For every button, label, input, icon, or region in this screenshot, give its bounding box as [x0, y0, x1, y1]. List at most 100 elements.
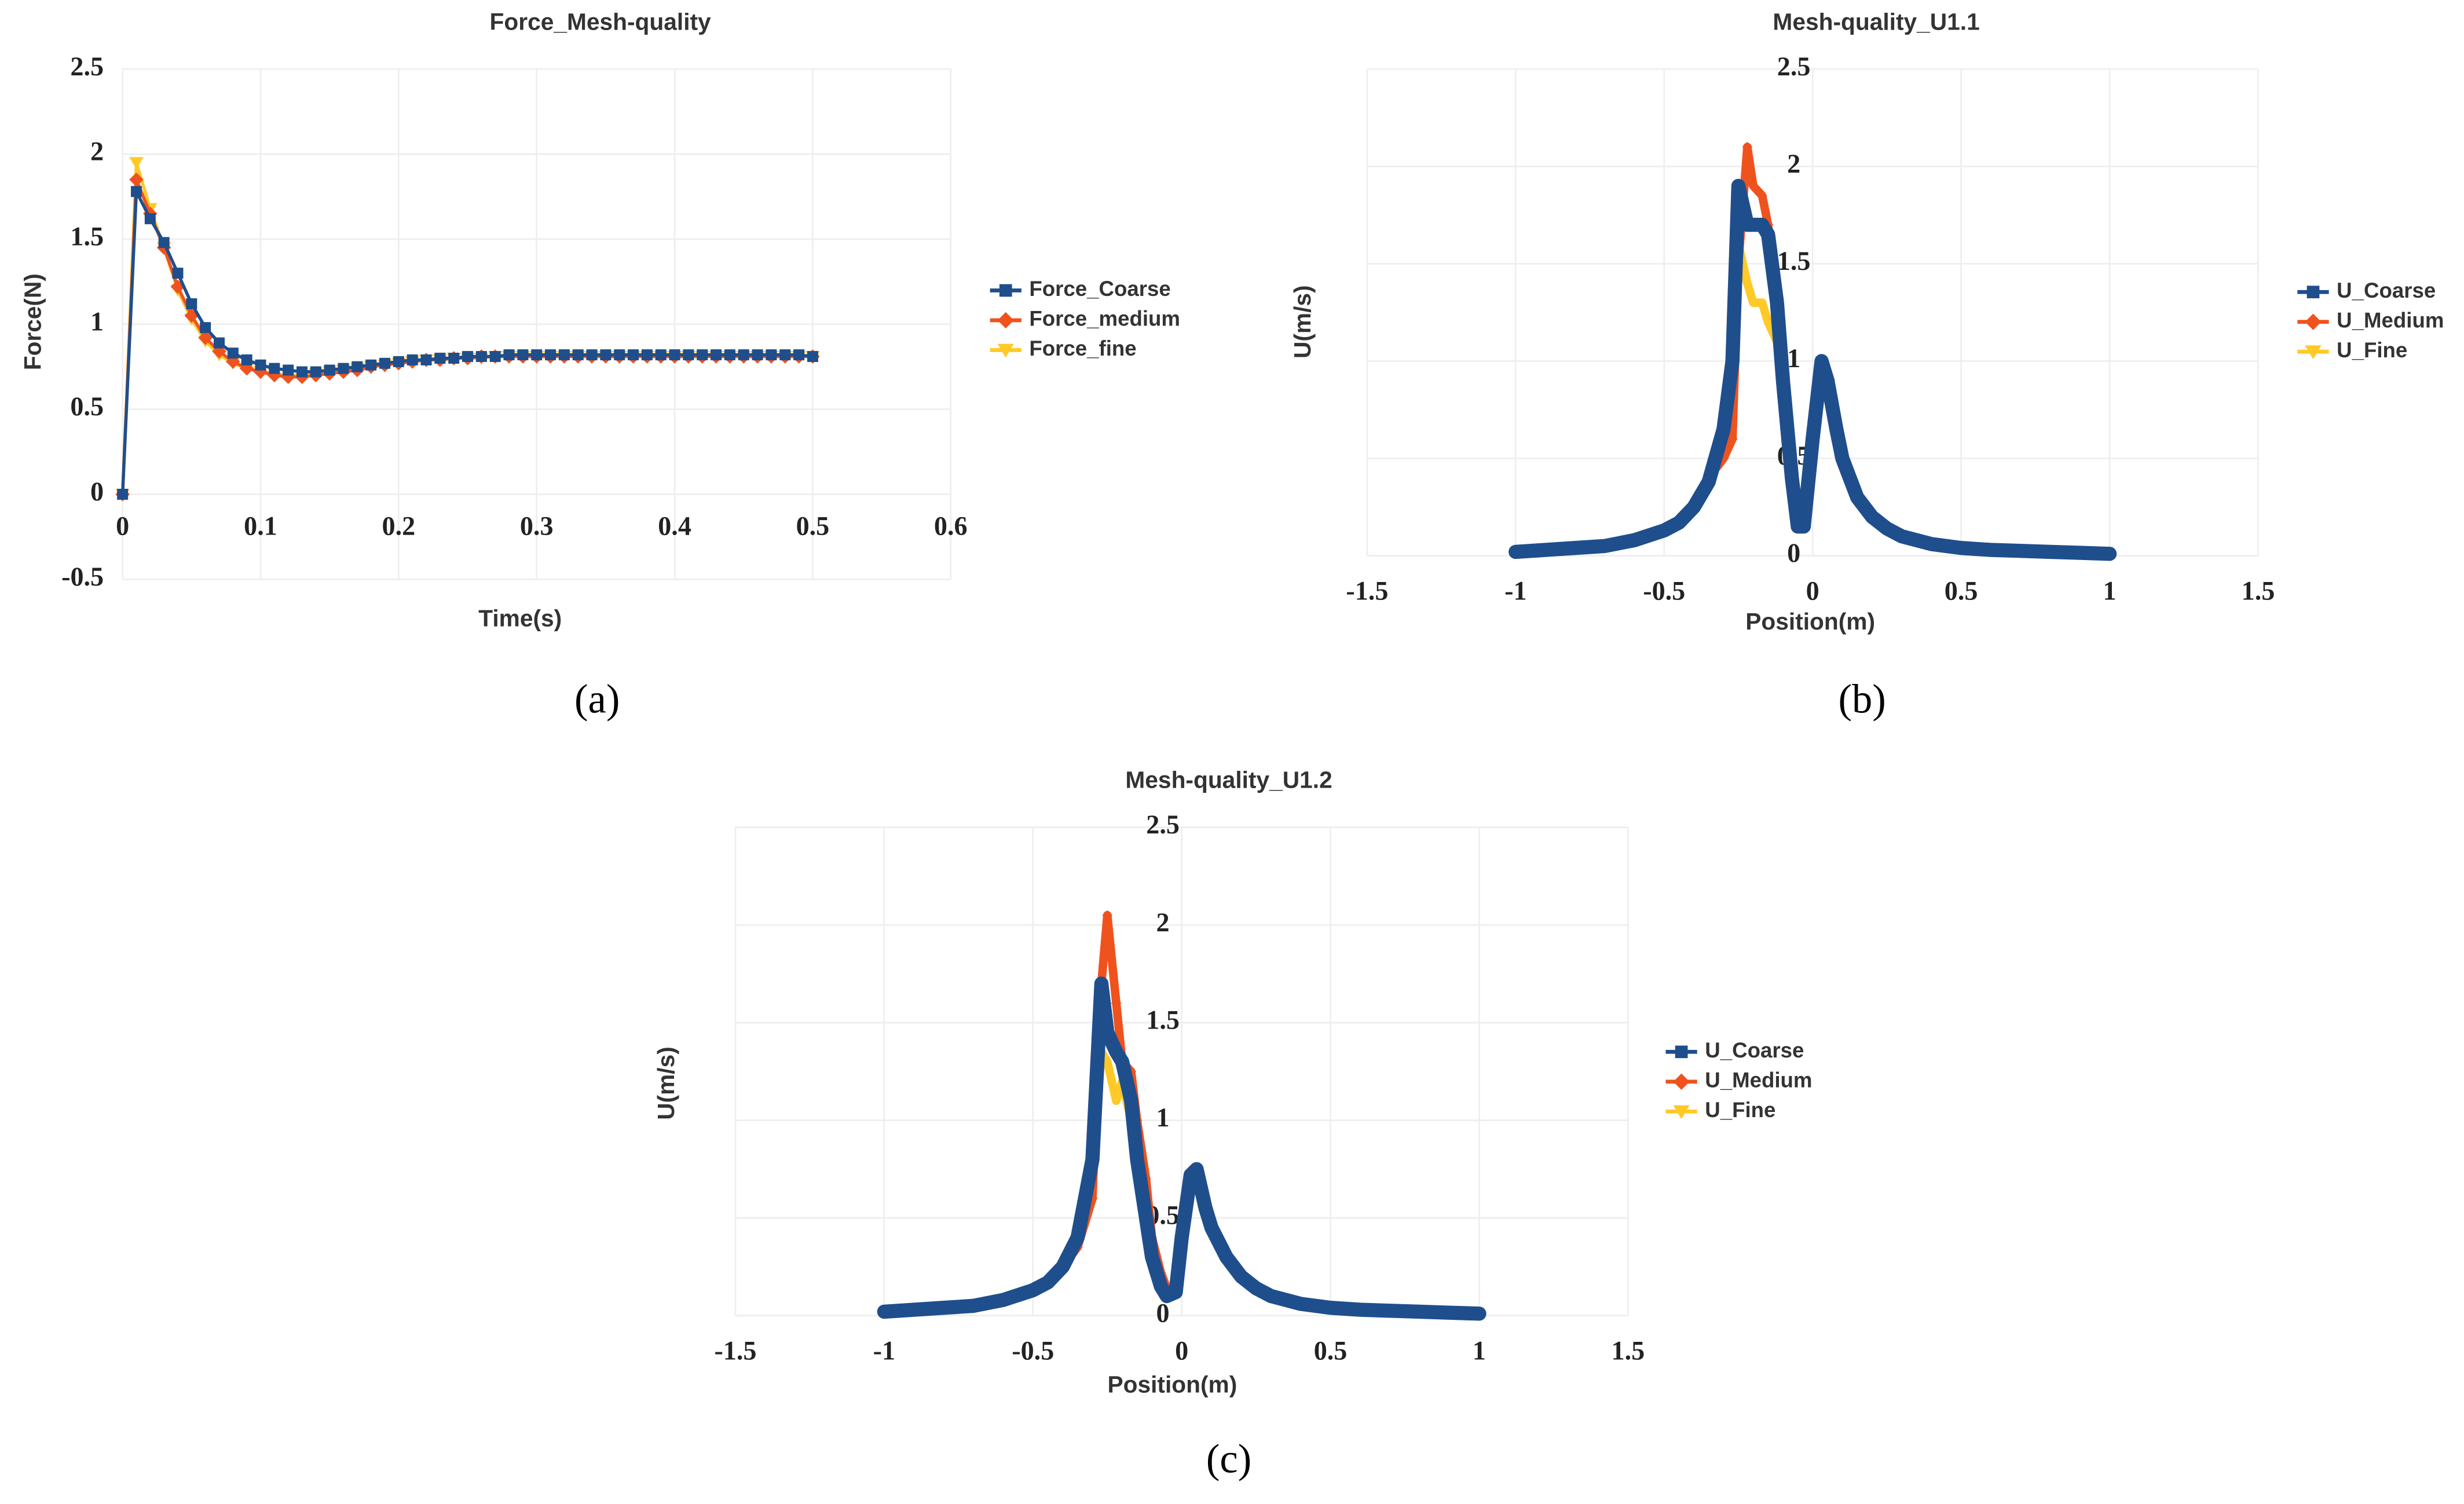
x-tick-label: -1.5 [1346, 576, 1388, 605]
y-tick-label: 2 [1156, 907, 1170, 937]
legend-label: Force_Coarse [1029, 277, 1170, 301]
y-tick-label: 1.5 [70, 222, 104, 251]
data-point [779, 349, 791, 361]
data-point [545, 349, 556, 361]
x-tick-label: -1.5 [714, 1335, 756, 1365]
x-tick-label: 0.1 [244, 511, 277, 541]
y-tick-label: 2 [1787, 149, 1800, 178]
data-point [158, 237, 170, 248]
x-tick-label: 0 [116, 511, 129, 541]
data-point [1102, 910, 1113, 921]
data-point [766, 349, 777, 361]
data-point [503, 349, 515, 361]
data-point [352, 361, 363, 372]
legend-marker [2305, 313, 2322, 330]
data-point [614, 349, 625, 361]
chart-title: Mesh-quality_U1.1 [1773, 8, 1979, 35]
data-point [170, 279, 185, 294]
series-line [120, 178, 815, 496]
chart-title: Force_Mesh-quality [490, 8, 712, 35]
data-point [393, 356, 404, 367]
legend-marker [1673, 1073, 1690, 1090]
x-tick-label: 1 [2103, 576, 2117, 605]
y-tick-label: 2 [90, 137, 104, 166]
data-point [711, 349, 722, 361]
data-point [697, 349, 708, 361]
legend-marker [2305, 345, 2322, 360]
caption: (c) [1206, 1437, 1251, 1482]
data-point [200, 322, 211, 334]
data-point [600, 349, 612, 361]
legend-label: U_Medium [1705, 1068, 1812, 1092]
data-point [572, 349, 584, 361]
caption: (a) [574, 677, 620, 722]
x-tick-label: 1.5 [2242, 576, 2275, 605]
x-tick-label: 0.3 [520, 511, 554, 541]
data-point [131, 186, 142, 197]
series-line [877, 976, 1487, 1321]
y-tick-label: 2.5 [1777, 52, 1811, 81]
data-point [1742, 141, 1753, 152]
chart-title: Mesh-quality_U1.2 [1125, 767, 1332, 793]
x-axis-label: Position(m) [1107, 1371, 1237, 1397]
caption: (b) [1839, 677, 1886, 722]
data-point [793, 349, 805, 361]
legend-label: U_Fine [1705, 1098, 1775, 1122]
data-point [1748, 181, 1759, 191]
x-tick-label: 0.6 [934, 511, 968, 541]
legend-label: Force_fine [1029, 336, 1136, 360]
data-point [434, 353, 446, 364]
legend-marker [999, 284, 1012, 297]
data-point [186, 298, 197, 310]
y-tick-label: 0 [90, 477, 104, 506]
y-tick-label: 0.5 [70, 391, 104, 421]
x-tick-label: 0.4 [658, 511, 691, 541]
y-tick-label: 2.5 [70, 52, 104, 81]
data-point [738, 349, 749, 361]
data-point [655, 349, 667, 361]
data-point [475, 351, 487, 363]
x-tick-label: 0.5 [1314, 1335, 1348, 1365]
y-tick-label: 1.5 [1777, 246, 1811, 276]
series-line [1509, 178, 2117, 561]
x-tick-label: 0 [1175, 1335, 1188, 1365]
legend-label: U_Fine [2337, 338, 2407, 362]
data-point [558, 349, 570, 361]
series-line [120, 161, 815, 496]
data-point [641, 349, 653, 361]
data-point [214, 337, 225, 349]
legend-marker [997, 312, 1014, 329]
data-point [752, 349, 763, 361]
data-point [365, 359, 377, 371]
data-point [724, 349, 735, 361]
data-point [448, 353, 460, 364]
data-point [489, 351, 501, 363]
x-tick-label: 1.5 [1612, 1335, 1645, 1365]
data-point [269, 363, 280, 374]
y-tick-label: 1.5 [1146, 1005, 1180, 1034]
data-point [129, 157, 144, 170]
data-point [255, 359, 266, 371]
data-point [683, 349, 694, 361]
legend-marker [997, 343, 1014, 358]
x-tick-label: -0.5 [1012, 1335, 1054, 1365]
legend-label: Force_medium [1029, 307, 1180, 331]
data-point [1111, 998, 1122, 1008]
y-axis-label: Force(N) [19, 273, 46, 370]
x-tick-label: -1 [1504, 576, 1526, 605]
data-point [283, 364, 294, 376]
x-tick-label: 1 [1473, 1335, 1486, 1365]
data-point [296, 366, 308, 378]
data-point [129, 172, 144, 187]
legend-label: U_Medium [2337, 308, 2444, 332]
y-axis-label: U(m/s) [653, 1046, 679, 1119]
data-point [117, 488, 129, 500]
x-tick-label: 0.2 [382, 511, 416, 541]
data-point [531, 349, 543, 361]
x-tick-label: 0 [1806, 576, 1819, 605]
x-tick-label: 0.5 [796, 511, 830, 541]
x-axis-label: Position(m) [1745, 608, 1875, 635]
y-tick-label: 2.5 [1146, 810, 1180, 839]
data-point [172, 268, 184, 279]
